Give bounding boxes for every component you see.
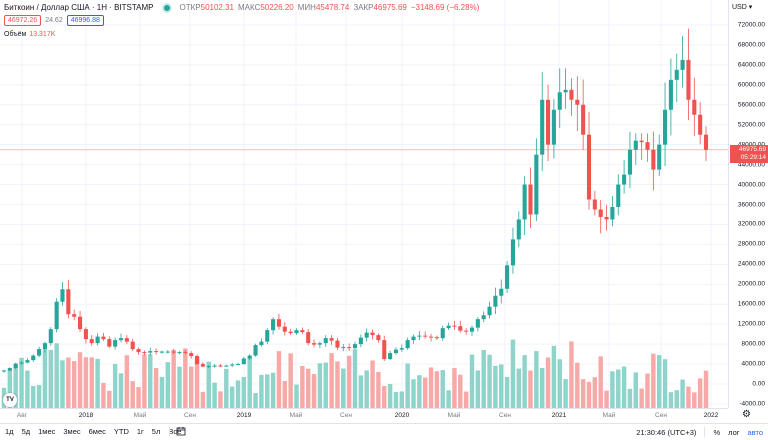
chart-pane[interactable]: Биткоин / Доллар США · 1Н · BITSTAMP ОТК… (0, 0, 728, 408)
volume-label[interactable]: Объём (4, 31, 27, 38)
range-button-5л[interactable]: 5л (151, 427, 161, 436)
scale-controls: 21:30:46 (UTC+3) % лог авто (636, 427, 763, 437)
price-tick-label: 48000.00 (738, 141, 765, 148)
ohlc-values: ОТКР50102.31 МАКС50226.20 МИН45478.74 ЗАКР4… (174, 3, 407, 12)
time-axis-label: 2021 (551, 412, 567, 419)
clock-timezone[interactable]: 21:30:46 (UTC+3) (636, 427, 697, 437)
time-axis-label: Сен (655, 412, 667, 419)
price-tick-label: 4000.00 (741, 360, 766, 368)
go-to-date-calendar-icon[interactable] (176, 426, 186, 436)
tradingview-logo-icon[interactable]: TV (3, 393, 17, 407)
symbol-legend: Биткоин / Доллар США · 1Н · BITSTAMP ОТК… (4, 3, 479, 12)
price-tick-label: 52000.00 (737, 121, 765, 129)
range-button-5д[interactable]: 5д (21, 427, 31, 436)
ohlc-label: ЗАКР (353, 3, 374, 12)
price-tick-label: 60000.00 (737, 81, 765, 89)
price-tick-label: 8000.00 (741, 340, 766, 348)
last-price-label: 46975.69 05:29:14 (730, 144, 768, 163)
percent-scale-toggle[interactable]: % (713, 427, 721, 437)
range-button-3мес[interactable]: 3мес (63, 427, 81, 436)
divider (169, 427, 170, 437)
ohlc-label: МАКС (238, 3, 261, 12)
time-axis-label: Май (289, 412, 303, 419)
price-tick-label: 40000.00 (737, 181, 765, 189)
time-axis-label: 2022 (703, 412, 719, 419)
time-axis-label: Авг (16, 412, 28, 419)
time-axis-label: 2018 (78, 412, 94, 419)
ohlc-label: ОТКР (179, 3, 201, 12)
price-change: −3148.69 (−6.28%) (410, 3, 480, 12)
price-tick-label: 0.00 (752, 380, 765, 388)
price-chart[interactable] (0, 0, 728, 408)
price-tick-label: 68000.00 (737, 41, 765, 49)
time-axis-label: Май (447, 412, 461, 419)
range-button-Все[interactable]: Все (168, 427, 182, 436)
price-tick-label: 56000.00 (737, 101, 765, 109)
range-button-1г[interactable]: 1г (136, 427, 144, 436)
bar-countdown: 05:29:14 (740, 153, 766, 161)
time-axis[interactable]: Авг 2018 Май Сен 2019 Май Сен 2020 Май Сен 2021 Май… (0, 408, 728, 422)
ohlc-value: 50226.20 (260, 3, 294, 12)
range-button-1мес[interactable]: 1мес (38, 427, 56, 436)
price-tick-label: -4000.00 (739, 400, 765, 408)
time-axis-label: Сен (499, 412, 511, 419)
market-status-icon (163, 4, 170, 11)
volume-value: 13.317K (29, 31, 56, 38)
log-scale-toggle[interactable]: лог (728, 427, 740, 437)
auto-scale-toggle[interactable]: авто (747, 427, 763, 437)
volume-legend: Объём 13.317K (4, 31, 55, 38)
date-range-buttons: 1д 5д 1мес 3мес 6мес YTD 1г 5л Все (5, 427, 181, 436)
ohlc-value: 45478.74 (315, 3, 350, 12)
price-tick-label: 20000.00 (737, 280, 765, 288)
settings-gear-icon[interactable]: ⚙ (742, 409, 751, 420)
ohlc-value: 50102.31 (200, 3, 234, 12)
price-tick-label: 12000.00 (737, 320, 765, 328)
bid-ask-row: 46972.26 24.62 46996.88 (4, 15, 104, 26)
time-axis-label: 2020 (394, 412, 410, 419)
price-tick-label: 72000.00 (737, 21, 765, 29)
price-tick-label: 64000.00 (737, 61, 765, 69)
price-tick-label: 16000.00 (737, 300, 765, 308)
time-axis-label: Май (602, 412, 616, 419)
ohlc-value: 46975.69 (373, 3, 407, 12)
range-button-YTD[interactable]: YTD (113, 427, 129, 436)
last-price-value: 46975.69 (738, 145, 766, 153)
price-tick-label: 24000.00 (737, 260, 765, 268)
ohlc-label: МИН (297, 3, 316, 12)
divider (704, 427, 706, 437)
range-button-6мес[interactable]: 6мес (88, 427, 106, 436)
currency-selector[interactable]: USD ▾ (732, 4, 753, 11)
price-tick-label: 28000.00 (737, 240, 765, 248)
ask-button[interactable]: 46996.88 (66, 15, 104, 26)
time-axis-label: Сен (340, 412, 352, 419)
spread-value: 24.62 (45, 17, 63, 24)
time-axis-label: Сен (184, 412, 196, 419)
bid-button[interactable]: 46972.26 (4, 15, 42, 26)
time-axis-label: Май (133, 412, 147, 419)
price-axis[interactable]: USD ▾ 72000.00 68000.00 64000.00 60000.00 56… (728, 0, 768, 408)
time-axis-label: 2019 (236, 412, 252, 419)
price-tick-label: 32000.00 (737, 220, 765, 228)
bottom-toolbar: 1д 5д 1мес 3мес 6мес YTD 1г 5л Все 21:30:46 (UTC… (0, 423, 768, 440)
price-tick-label: 36000.00 (737, 201, 765, 208)
symbol-title[interactable]: Биткоин / Доллар США · 1Н · BITSTAMP (4, 3, 154, 12)
price-tick-label: 44000.00 (737, 161, 765, 169)
range-button-1д[interactable]: 1д (5, 427, 14, 436)
